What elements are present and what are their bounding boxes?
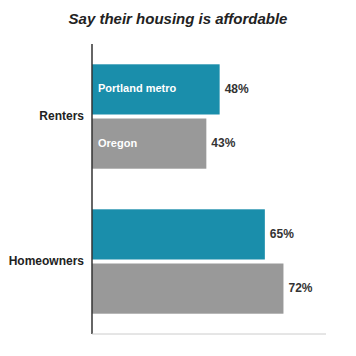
bar	[92, 119, 206, 169]
bar	[92, 264, 283, 314]
labels: Renters Portland metro 48% Oregon 43% Homeown…	[9, 82, 313, 295]
title: Say their housing is affordable	[69, 10, 288, 27]
data-label: 43%	[211, 136, 235, 150]
bar	[92, 209, 265, 259]
bar	[92, 64, 220, 114]
bars	[92, 64, 283, 313]
data-label: 65%	[270, 227, 294, 241]
data-label: 72%	[288, 281, 312, 295]
x-axis-line	[92, 334, 326, 335]
category-label: Homeowners	[9, 254, 85, 268]
series-label: Portland metro	[98, 82, 177, 94]
series-label: Oregon	[98, 137, 137, 149]
chart: Say their housing is affordable Renters Po…	[0, 0, 356, 356]
data-label: 48%	[225, 82, 249, 96]
category-label: Renters	[39, 109, 84, 123]
value-axis-zero	[91, 44, 93, 334]
